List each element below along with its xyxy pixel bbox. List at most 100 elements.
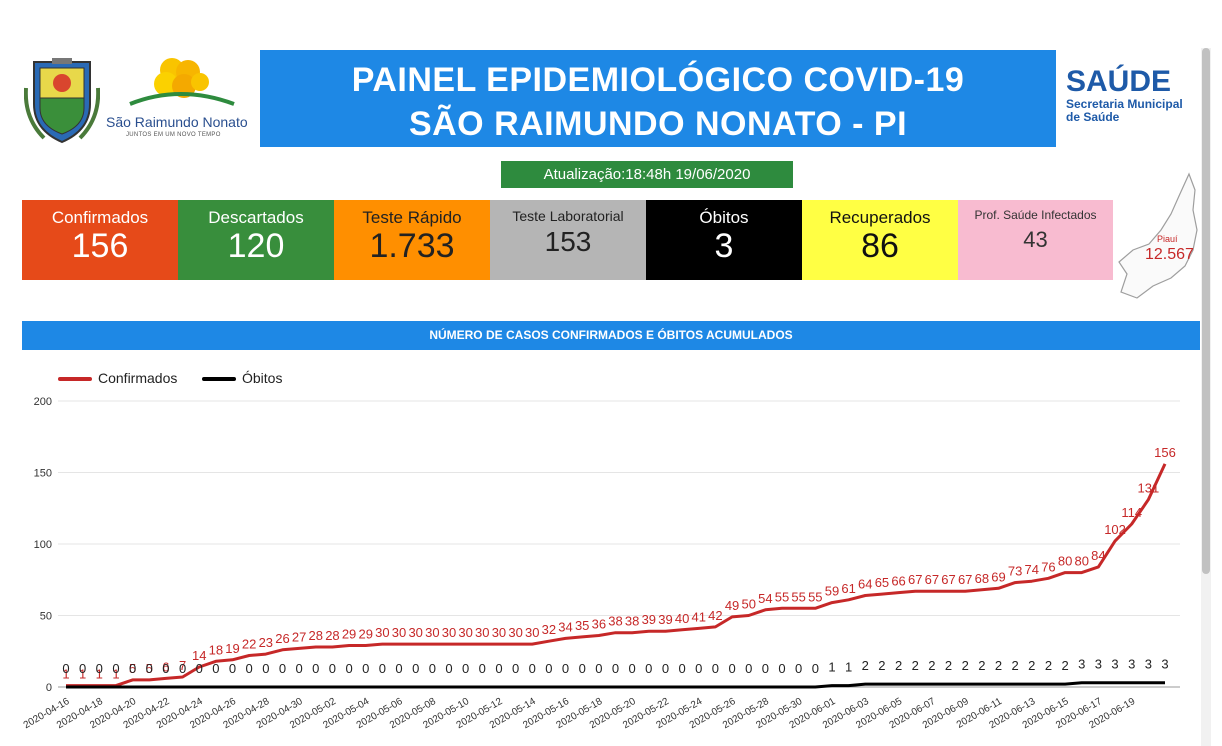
data-label: 3 [1161, 657, 1168, 672]
data-label: 0 [279, 661, 286, 676]
data-label: 114 [1121, 505, 1142, 520]
data-label: 0 [678, 661, 685, 676]
data-label: 66 [891, 574, 905, 589]
data-label: 0 [196, 661, 203, 676]
card-label: Descartados [208, 208, 304, 227]
data-label: 54 [758, 591, 772, 606]
card-label: Teste Laboratorial [512, 208, 624, 224]
data-label: 23 [259, 635, 273, 650]
data-label: 0 [728, 661, 735, 676]
data-label: 0 [812, 661, 819, 676]
data-label: 14 [192, 648, 206, 663]
data-label: 30 [392, 625, 406, 640]
data-label: 5 [129, 661, 136, 676]
data-label: 1 [845, 660, 852, 675]
data-label: 0 [745, 661, 752, 676]
data-label: 156 [1154, 445, 1176, 460]
data-label: 84 [1091, 548, 1105, 563]
data-label: 26 [275, 631, 289, 646]
data-label: 0 [629, 661, 636, 676]
data-label: 35 [575, 618, 589, 633]
data-label: 42 [708, 608, 722, 623]
data-label: 28 [309, 628, 323, 643]
data-label: 67 [925, 572, 939, 587]
data-label: 0 [262, 661, 269, 676]
data-label: 50 [741, 597, 755, 612]
data-label: 74 [1025, 562, 1039, 577]
y-tick-label: 0 [46, 682, 52, 694]
card-teste-laboratorial: Teste Laboratorial 153 [490, 200, 646, 280]
data-label: 67 [941, 572, 955, 587]
title-line-2: SÃO RAIMUNDO NONATO - PI [408, 105, 908, 143]
card-value: 43 [1023, 227, 1048, 252]
data-label: 3 [1078, 657, 1085, 672]
map-value: 12.567 [1145, 246, 1194, 263]
data-label: 69 [991, 569, 1005, 584]
data-label: 0 [212, 661, 219, 676]
data-label: 40 [675, 611, 689, 626]
data-label: 55 [791, 589, 805, 604]
data-label: 30 [375, 625, 389, 640]
card-label: Óbitos [699, 208, 749, 227]
data-label: 0 [762, 661, 769, 676]
scrollbar[interactable] [1201, 48, 1211, 746]
data-label: 0 [246, 661, 253, 676]
data-label: 0 [695, 661, 702, 676]
card-recuperados: Recuperados 86 [802, 200, 958, 280]
data-label: 0 [395, 661, 402, 676]
data-label: 0 [96, 661, 103, 676]
data-label: 1 [112, 667, 119, 682]
data-label: 0 [495, 661, 502, 676]
data-label: 0 [579, 661, 586, 676]
data-label: 7 [179, 658, 186, 673]
card-label: Confirmados [51, 208, 149, 227]
data-label: 0 [329, 661, 336, 676]
data-label: 2 [878, 658, 885, 673]
data-label: 80 [1058, 554, 1072, 569]
data-label: 65 [875, 575, 889, 590]
data-label: 1 [79, 667, 86, 682]
data-label: 41 [692, 609, 706, 624]
card-value: 1.733 [369, 227, 455, 265]
map-label: Piauí [1157, 234, 1178, 244]
update-timestamp: Atualização:18:48h 19/06/2020 [501, 161, 793, 188]
data-label: 0 [179, 661, 186, 676]
data-label: 80 [1075, 554, 1089, 569]
data-label: 0 [595, 661, 602, 676]
data-label: 28 [325, 628, 339, 643]
data-label: 1 [828, 660, 835, 675]
data-label: 34 [558, 619, 572, 634]
card-value: 156 [71, 227, 129, 265]
data-label: 3 [1128, 657, 1135, 672]
data-label: 64 [858, 576, 872, 591]
data-label: 2 [978, 658, 985, 673]
data-label: 30 [442, 625, 456, 640]
health-secretariat-logo: SAÚDE Secretaria Municipal de Saúde [1066, 66, 1206, 124]
data-label: 0 [429, 661, 436, 676]
city-logo: São Raimundo Nonato JUNTOS EM UM NOVO TE… [104, 54, 260, 146]
data-label: 30 [475, 625, 489, 640]
data-label: 61 [841, 581, 855, 596]
data-label: 0 [662, 661, 669, 676]
legend-confirmados[interactable]: Confirmados [58, 370, 177, 386]
data-label: 2 [928, 658, 935, 673]
saude-line-2: de Saúde [1066, 110, 1120, 124]
data-label: 30 [408, 625, 422, 640]
data-label: 29 [342, 627, 356, 642]
legend-label: Confirmados [98, 370, 178, 386]
card-label: Teste Rápido [362, 208, 462, 227]
series-line-obitos [66, 681, 1165, 689]
data-label: 102 [1104, 522, 1126, 537]
data-label: 2 [912, 658, 919, 673]
data-label: 19 [225, 641, 239, 656]
city-name: São Raimundo Nonato [106, 114, 248, 130]
city-tagline: JUNTOS EM UM NOVO TEMPO [126, 132, 221, 138]
data-label: 32 [542, 622, 556, 637]
scrollbar-thumb[interactable] [1202, 48, 1210, 574]
legend-obitos[interactable]: Óbitos [202, 370, 282, 386]
flower-icon [129, 58, 235, 106]
legend-swatch-obitos [202, 377, 236, 382]
data-label: 0 [612, 661, 619, 676]
data-label: 55 [808, 589, 822, 604]
data-label: 0 [445, 661, 452, 676]
